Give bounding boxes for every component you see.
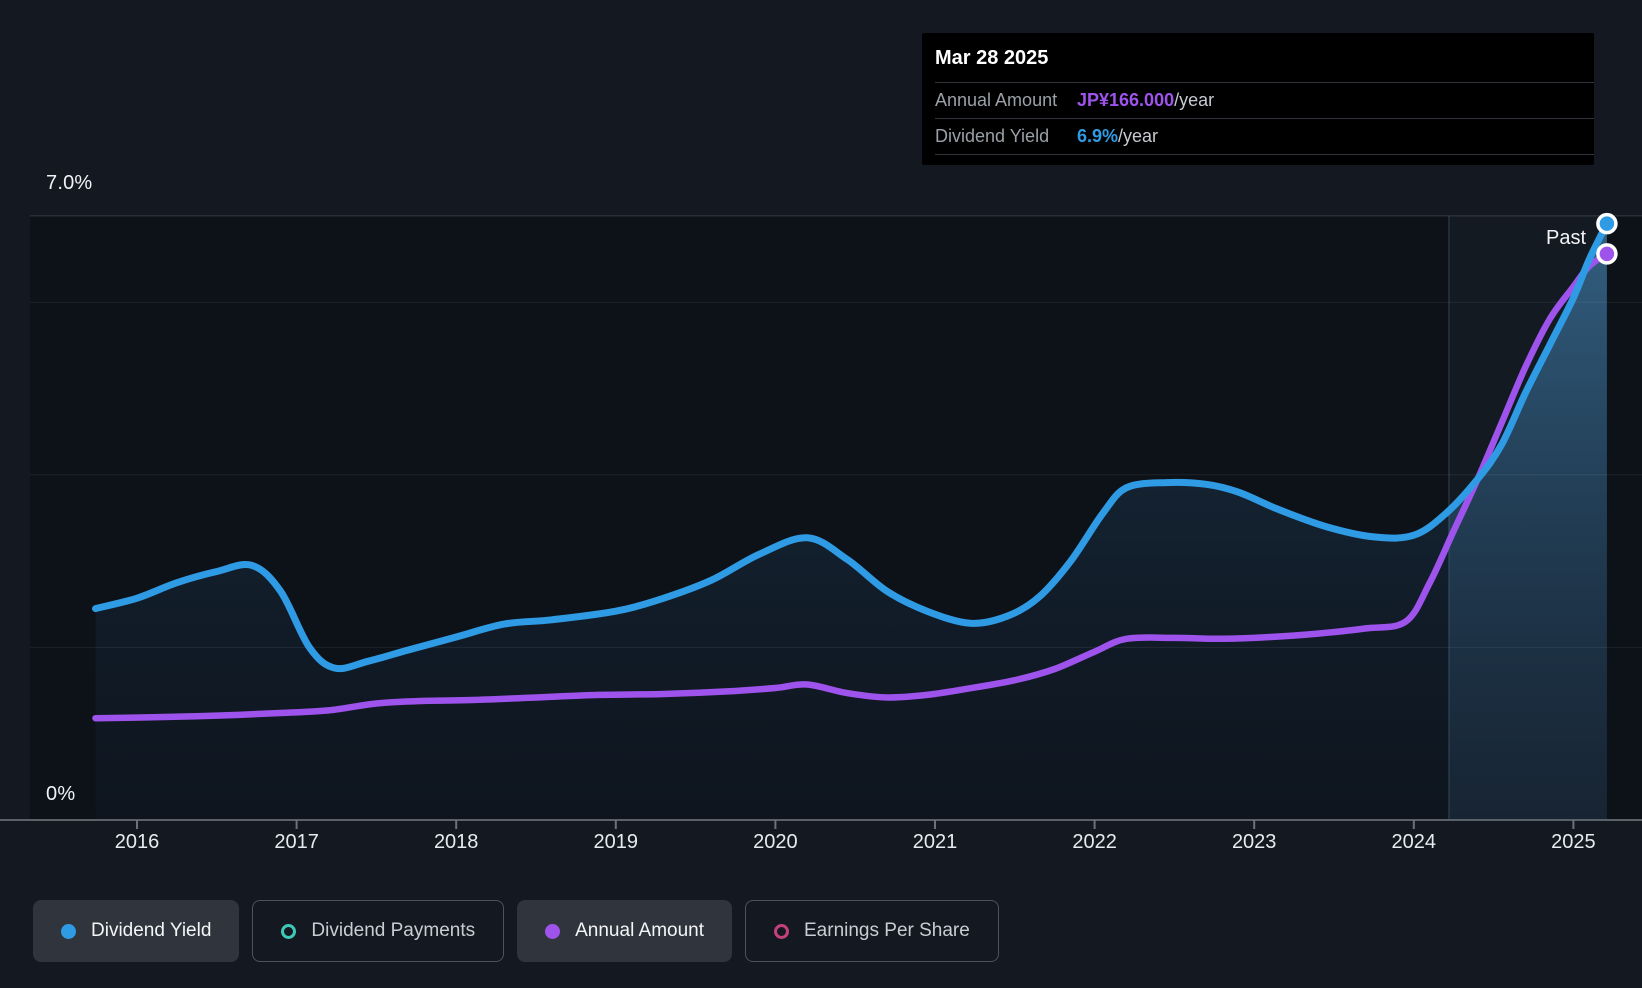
x-axis-tick-label: 2021: [912, 831, 958, 853]
dividend-yield-area-fill-past: [1448, 223, 1607, 820]
x-axis-tick-label: 2022: [1072, 831, 1117, 853]
legend-button-dividend-yield[interactable]: Dividend Yield: [33, 900, 240, 962]
y-axis-bottom-label: 0%: [46, 783, 76, 805]
dividend-yield-end-marker[interactable]: [1596, 212, 1618, 235]
past-region-label: Past: [1546, 227, 1587, 249]
x-axis-tick-label: 2020: [753, 831, 798, 853]
dividend-yield-area-fill: [95, 223, 1607, 820]
legend-label: Annual Amount: [575, 920, 704, 941]
tooltip-date: Mar 28 2025: [935, 47, 1049, 69]
tooltip-row-value: 6.9%: [1077, 126, 1119, 146]
chart-legend: Dividend Yield Dividend Payments Annual …: [33, 900, 999, 962]
x-axis-tick-label: 2016: [114, 831, 160, 853]
x-axis-tick-label: 2019: [593, 831, 639, 853]
legend-label: Dividend Payments: [311, 920, 476, 941]
dividend-yield-swatch-icon: [61, 923, 76, 939]
x-axis-tick-label: 2024: [1391, 831, 1437, 853]
tooltip-row-value: JP¥166.000: [1077, 90, 1175, 110]
tooltip-row-suffix: /year: [1174, 90, 1215, 110]
x-axis-tick-label: 2023: [1231, 831, 1277, 853]
legend-button-earnings-per-share[interactable]: Earnings Per Share: [745, 900, 999, 962]
annual-amount-swatch-icon: [545, 923, 561, 939]
tooltip-row-label: Dividend Yield: [935, 126, 1050, 146]
earnings-per-share-swatch-icon: [774, 923, 789, 939]
legend-label: Earnings Per Share: [804, 920, 970, 941]
tooltip-row-suffix: /year: [1118, 126, 1159, 146]
dividend-yield-line[interactable]: [92, 220, 1611, 673]
tooltip-row-annual-amount: Annual Amount JP¥166.000 /year: [935, 82, 1594, 118]
x-axis-tick-label: 2018: [433, 831, 479, 853]
annual-amount-end-marker[interactable]: [1596, 243, 1618, 265]
tooltip-bottom-divider: [935, 154, 1594, 155]
x-axis-tick-label: 2017: [274, 831, 319, 853]
legend-button-dividend-payments[interactable]: Dividend Payments: [252, 900, 505, 962]
y-axis-top-label: 7.0%: [46, 172, 93, 194]
tooltip-row-label: Annual Amount: [935, 90, 1058, 110]
chart-tooltip: Mar 28 2025 Annual Amount JP¥166.000 /ye…: [922, 33, 1594, 165]
x-axis-tick-label: 2025: [1551, 831, 1596, 853]
legend-label: Dividend Yield: [91, 920, 212, 941]
legend-button-annual-amount[interactable]: Annual Amount: [517, 900, 732, 962]
tooltip-row-dividend-yield: Dividend Yield 6.9% /year: [935, 118, 1594, 154]
dividend-payments-swatch-icon: [281, 923, 297, 939]
